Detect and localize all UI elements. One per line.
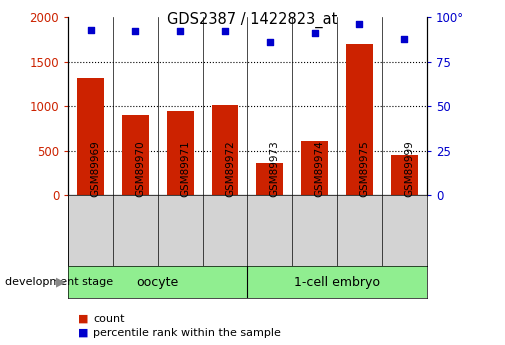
Point (221, 29, 229, 34)
Text: count: count (93, 314, 125, 324)
Point (356, 22, 364, 27)
Text: 1-cell embryo: 1-cell embryo (294, 276, 380, 288)
Text: development stage: development stage (5, 277, 113, 287)
Text: ▶: ▶ (56, 276, 66, 288)
Bar (122, 115, 149, 195)
Point (311, 30, 319, 36)
Text: percentile rank within the sample: percentile rank within the sample (93, 328, 281, 338)
Point (131, 29, 139, 34)
Text: GDS2387 / 1422823_at: GDS2387 / 1422823_at (167, 12, 338, 28)
Text: GSM89999: GSM89999 (405, 140, 414, 197)
Text: ■: ■ (78, 328, 89, 338)
Point (86, 27, 94, 32)
Bar (301, 141, 328, 195)
Bar (346, 44, 373, 195)
Point (400, 36, 409, 41)
Text: ■: ■ (78, 314, 89, 324)
Point (176, 29, 184, 34)
Bar (77, 78, 104, 195)
Bar (257, 163, 283, 195)
Text: GSM89971: GSM89971 (180, 140, 190, 197)
Bar (167, 111, 194, 195)
Text: GSM89972: GSM89972 (225, 140, 235, 197)
Text: oocyte: oocyte (137, 276, 179, 288)
Text: GSM89973: GSM89973 (270, 140, 280, 197)
Text: GSM89975: GSM89975 (360, 140, 370, 197)
Text: GSM89970: GSM89970 (135, 140, 145, 197)
Bar (391, 155, 418, 195)
Text: GSM89974: GSM89974 (315, 140, 325, 197)
Point (266, 39, 274, 45)
Bar (212, 105, 238, 195)
Text: GSM89969: GSM89969 (90, 140, 100, 197)
